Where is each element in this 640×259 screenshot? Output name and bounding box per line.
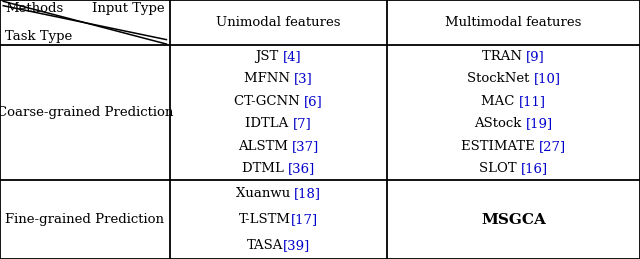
Text: Input Type: Input Type xyxy=(92,2,164,15)
Text: DTML: DTML xyxy=(242,162,288,175)
Text: Fine-grained Prediction: Fine-grained Prediction xyxy=(5,213,164,226)
Text: Methods: Methods xyxy=(5,2,63,15)
Text: [6]: [6] xyxy=(304,95,323,108)
Text: [17]: [17] xyxy=(291,213,318,226)
Text: Task Type: Task Type xyxy=(5,30,72,43)
Text: Multimodal features: Multimodal features xyxy=(445,16,582,29)
Text: JST: JST xyxy=(255,50,283,63)
Text: [11]: [11] xyxy=(519,95,546,108)
Text: [10]: [10] xyxy=(533,73,561,85)
Text: [39]: [39] xyxy=(283,239,310,252)
Text: CT-GCNN: CT-GCNN xyxy=(234,95,304,108)
Text: IDTLA: IDTLA xyxy=(245,117,292,130)
Text: [7]: [7] xyxy=(292,117,312,130)
Text: [4]: [4] xyxy=(283,50,301,63)
Text: SLOT: SLOT xyxy=(479,162,521,175)
Text: [37]: [37] xyxy=(292,140,319,153)
Text: [9]: [9] xyxy=(526,50,545,63)
Text: [18]: [18] xyxy=(294,187,321,200)
Text: ALSTM: ALSTM xyxy=(237,140,292,153)
Text: MAC: MAC xyxy=(481,95,519,108)
Text: ESTIMATE: ESTIMATE xyxy=(461,140,539,153)
Text: Coarse-grained Prediction: Coarse-grained Prediction xyxy=(0,106,173,119)
Text: [16]: [16] xyxy=(521,162,548,175)
Text: [3]: [3] xyxy=(294,73,313,85)
Text: [19]: [19] xyxy=(526,117,553,130)
Text: TASA: TASA xyxy=(246,239,283,252)
Text: Unimodal features: Unimodal features xyxy=(216,16,340,29)
Text: AStock: AStock xyxy=(474,117,526,130)
Text: Xuanwu: Xuanwu xyxy=(236,187,294,200)
Text: [27]: [27] xyxy=(539,140,566,153)
Text: TRAN: TRAN xyxy=(482,50,526,63)
Text: [36]: [36] xyxy=(288,162,315,175)
Text: StockNet: StockNet xyxy=(467,73,533,85)
Text: MSGCA: MSGCA xyxy=(481,212,546,227)
Text: T-LSTM: T-LSTM xyxy=(239,213,291,226)
Text: MFNN: MFNN xyxy=(244,73,294,85)
